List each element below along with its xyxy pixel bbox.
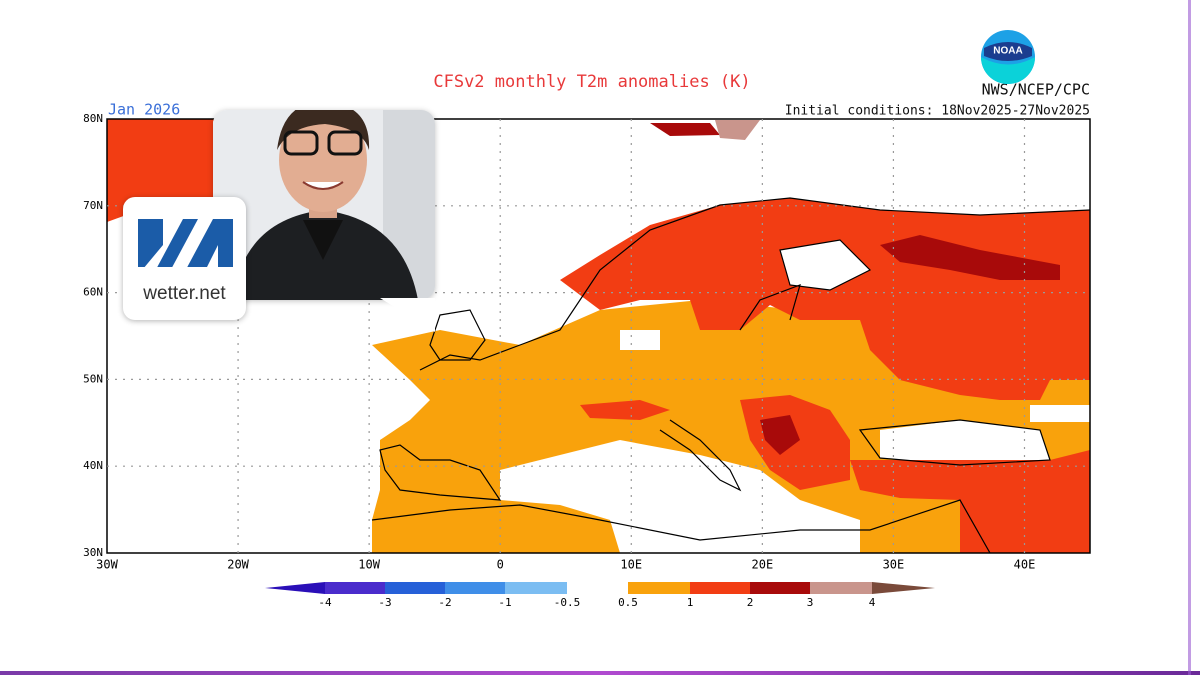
lon-label: 0 (497, 558, 504, 572)
card-tail (380, 298, 435, 332)
colorbar-label: 0.5 (618, 596, 638, 609)
lon-label: 10E (620, 558, 642, 572)
colorbar-label: 4 (869, 596, 876, 609)
lon-label: 20E (752, 558, 774, 572)
lat-label: 30N (83, 546, 103, 559)
brand-name: wetter.net (143, 283, 226, 304)
lon-label: 30E (883, 558, 905, 572)
initial-conditions: Initial conditions: 18Nov2025-27Nov2025 (785, 104, 1090, 119)
colorbar-label: -0.5 (554, 596, 581, 609)
anomaly-field (107, 119, 1090, 553)
brand-card: wetter.net (123, 197, 246, 320)
noaa-logo: NOAA (981, 30, 1035, 84)
lon-label: 40E (1014, 558, 1036, 572)
lat-label: 70N (83, 199, 103, 212)
brand-logo (138, 219, 233, 275)
bottom-strip (0, 671, 1200, 675)
presenter-photo (213, 110, 435, 300)
colorbar-label: 3 (807, 596, 814, 609)
colorbar-label: 1 (687, 596, 694, 609)
lon-label: 10W (358, 558, 380, 572)
presenter-card (213, 110, 435, 300)
colorbar-label: -1 (498, 596, 511, 609)
lat-label: 40N (83, 459, 103, 472)
lat-label: 80N (83, 112, 103, 125)
lat-label: 50N (83, 372, 103, 385)
month-label: Jan 2026 (108, 101, 180, 119)
map-frame (106, 118, 1091, 554)
lon-label: 20W (227, 558, 249, 572)
lon-label: 30W (96, 558, 118, 572)
lat-label: 60N (83, 286, 103, 299)
noaa-text: NOAA (993, 46, 1022, 57)
agency-label: NWS/NCEP/CPC (982, 81, 1090, 99)
colorbar: -4 -3 -2 -1 -0.5 0.5 1 2 3 4 (265, 582, 935, 609)
colorbar-label: -2 (438, 596, 451, 609)
right-strip (1188, 0, 1191, 675)
colorbar-label: 2 (747, 596, 754, 609)
colorbar-label: -4 (318, 596, 332, 609)
colorbar-label: -3 (378, 596, 391, 609)
map-title: CFSv2 monthly T2m anomalies (K) (433, 72, 750, 92)
